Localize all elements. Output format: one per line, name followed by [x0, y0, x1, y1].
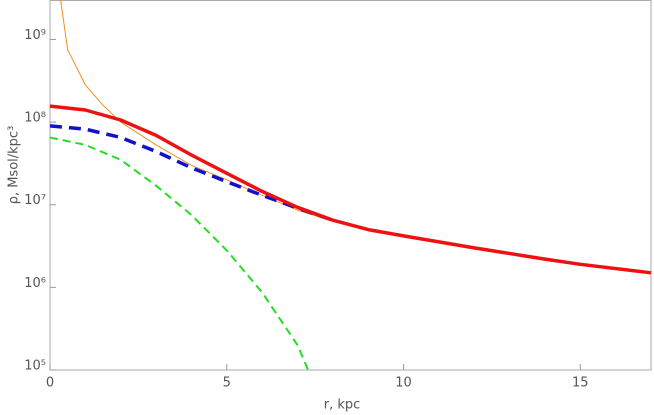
plot-frame [49, 0, 652, 371]
series-line [50, 124, 334, 222]
x-tick-label: 10 [395, 376, 412, 391]
series-line [60, 0, 652, 274]
series-line [50, 136, 310, 370]
y-tick-label: 10⁹ [24, 28, 46, 43]
y-tick-label: 10⁸ [24, 111, 46, 126]
x-tick-label: 0 [46, 376, 54, 391]
y-tick-label: 10⁶ [24, 276, 46, 291]
x-tick-label: 5 [223, 376, 231, 391]
x-axis-label: r, kpc [324, 398, 361, 413]
y-axis-label: ρ, Msol/kpc³ [7, 126, 22, 205]
plot-area [50, 0, 652, 370]
series-line [50, 104, 652, 275]
y-tick-label: 10⁵ [24, 359, 46, 374]
x-tick-label: 15 [572, 376, 589, 391]
y-tick-label: 10⁷ [24, 193, 46, 208]
